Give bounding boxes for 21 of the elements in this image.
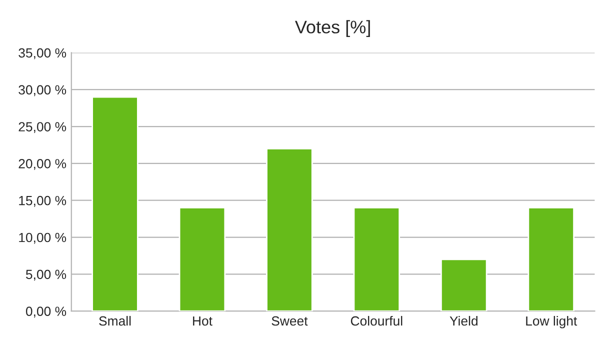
y-tick-label: 10,00 % (19, 232, 66, 244)
x-tick-label: Colourful (350, 316, 402, 326)
x-tick-label: Sweet (272, 316, 308, 326)
bar (353, 207, 400, 312)
chart-title: Votes [%] (294, 20, 370, 37)
x-tick-label: Low light (526, 316, 578, 328)
y-tick-label: 15,00 % (19, 196, 66, 207)
y-tick-label: 5,00 % (26, 270, 66, 281)
x-tick-label: Small (99, 316, 131, 326)
bar (440, 258, 488, 312)
x-tick-label: Yield (450, 316, 478, 326)
bar (528, 207, 574, 312)
y-tick-label: 35,00 % (18, 48, 66, 60)
x-tick-label: Hot (193, 316, 212, 326)
y-tick-label: 25,00 % (18, 122, 66, 133)
y-tick-label: 0,00 % (26, 306, 66, 318)
y-tick-label: 30,00 % (18, 85, 66, 96)
bar (92, 96, 138, 312)
y-tick-label: 20,00 % (18, 159, 66, 170)
bar (266, 148, 313, 312)
bar (178, 207, 226, 312)
